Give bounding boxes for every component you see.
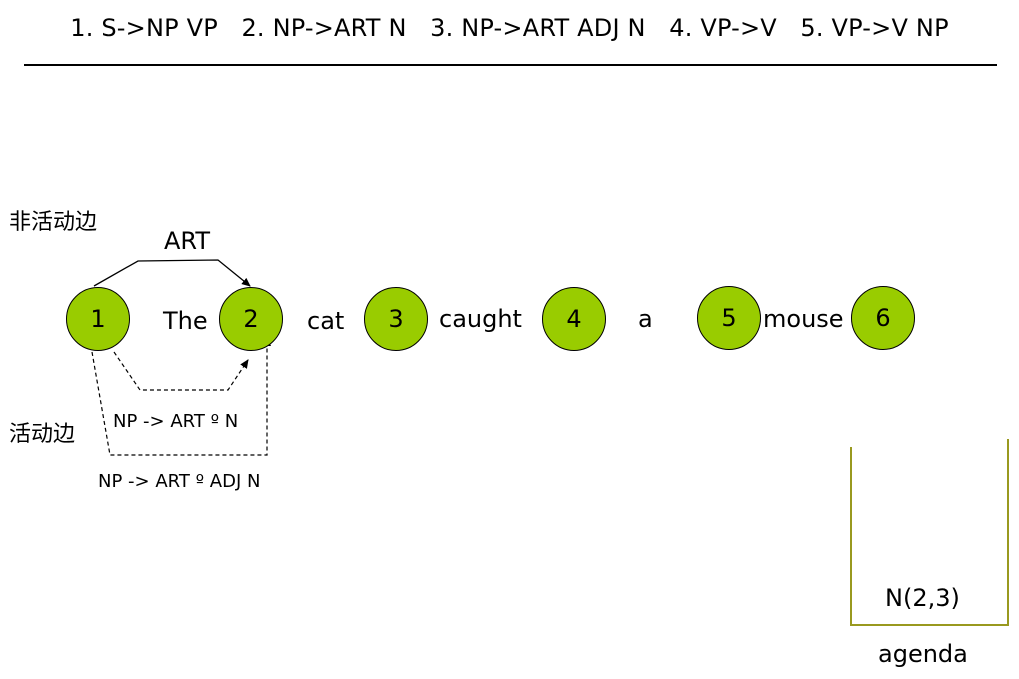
word-the: The: [163, 307, 208, 335]
chart-node-5: 5: [697, 286, 761, 350]
inactive-edge-art: [93, 259, 251, 287]
chart-node-3: 3: [364, 287, 428, 351]
word-a: a: [638, 305, 653, 333]
chart-node-2: 2: [219, 287, 283, 351]
edge-label-art: ART: [164, 227, 211, 255]
chart-node-6: 6: [851, 286, 915, 350]
rule-4: 4. VP->V: [669, 14, 777, 42]
agenda-item: N(2,3): [885, 584, 960, 612]
rule-1: 1. S->NP VP: [70, 14, 218, 42]
active-edge-np-art-adj-n: [91, 337, 271, 456]
rule-2: 2. NP->ART N: [241, 14, 407, 42]
agenda-label: agenda: [878, 640, 968, 668]
active-edge-np-art-n: [113, 351, 249, 391]
edge-label-np-art-n: NP -> ART º N: [113, 411, 239, 432]
grammar-rules: 1. S->NP VP 2. NP->ART N 3. NP->ART ADJ …: [0, 14, 1019, 42]
inactive-edges-label: 非活动边: [9, 210, 98, 235]
header-divider: [24, 64, 997, 66]
chart-node-1: 1: [66, 287, 130, 351]
active-edges-label: 活动边: [9, 422, 76, 447]
rule-5: 5. VP->V NP: [800, 14, 949, 42]
chart-node-4: 4: [542, 287, 606, 351]
word-mouse: mouse: [763, 305, 844, 333]
edge-label-np-art-adj-n: NP -> ART º ADJ N: [98, 471, 261, 492]
rule-3: 3. NP->ART ADJ N: [430, 14, 646, 42]
word-cat: cat: [307, 307, 345, 335]
word-caught: caught: [439, 305, 522, 333]
